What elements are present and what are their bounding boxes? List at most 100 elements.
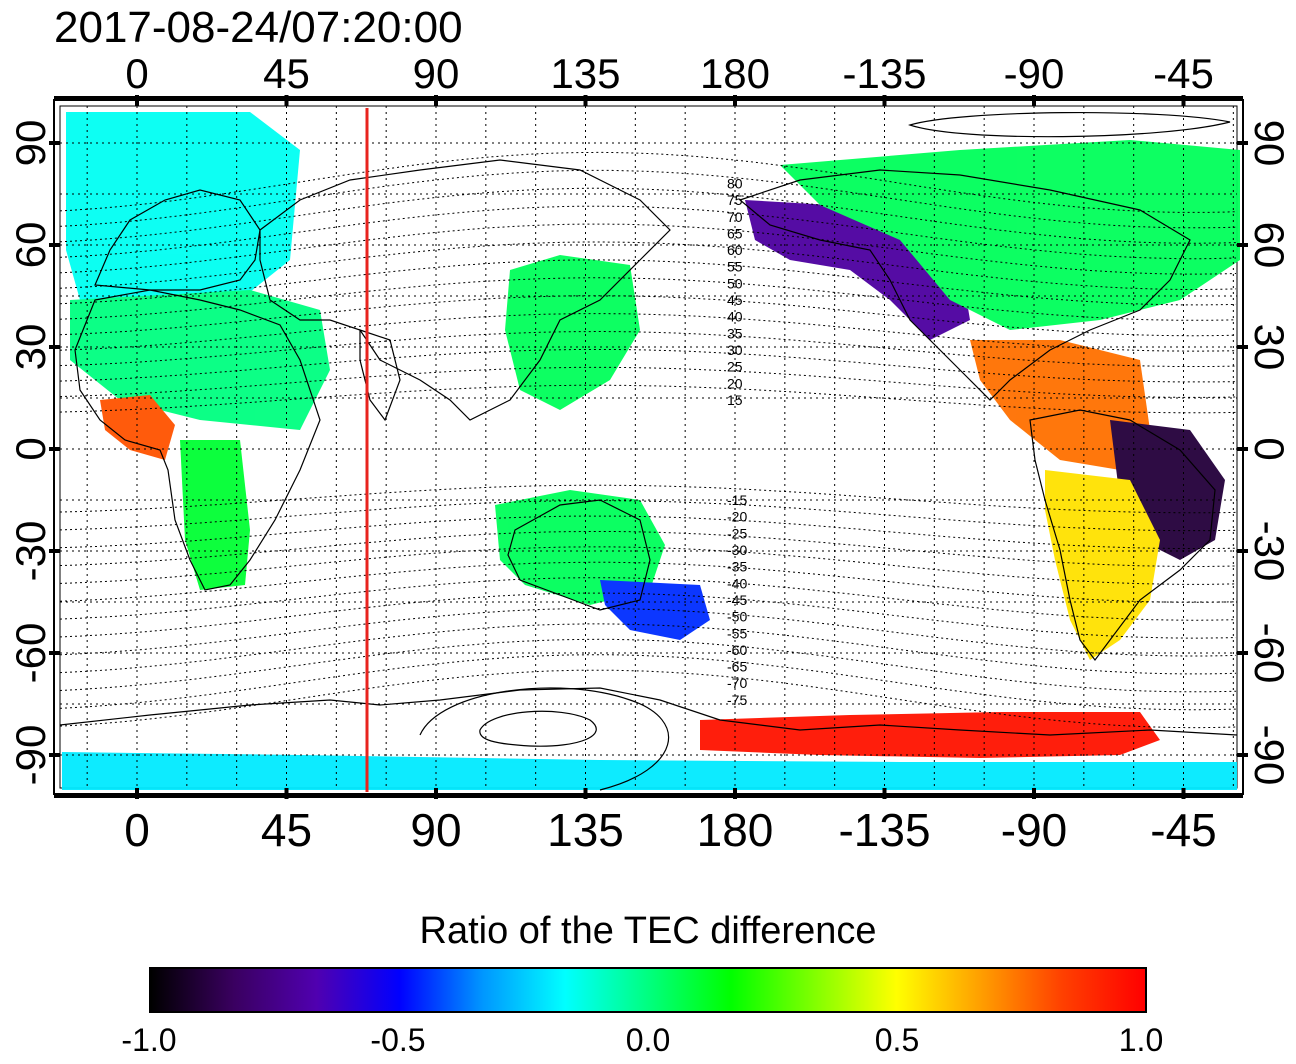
magnetic-latitude-line: [59, 577, 1237, 621]
bottom-longitude-label: 0: [124, 804, 150, 856]
tec-region-west-africa: [100, 395, 175, 460]
frame-tick: [1237, 549, 1248, 553]
magnetic-latitude-label: 35: [727, 325, 743, 341]
frame-tick: [49, 141, 60, 145]
top-longitude-label: -135: [842, 50, 926, 97]
magnetic-latitude-label: 30: [727, 342, 743, 358]
magnetic-latitude-label: 60: [727, 242, 743, 258]
tec-region-central-america: [970, 340, 1150, 470]
bottom-longitude-label: 45: [261, 804, 312, 856]
magnetic-latitude-line: [59, 669, 1237, 729]
bottom-longitude-label: 180: [697, 804, 774, 856]
frame-tick: [1237, 753, 1248, 757]
geographic-grid: [60, 106, 1237, 788]
magnetic-latitude-line: [59, 384, 1237, 414]
frame-ticks: [49, 95, 1248, 799]
right-latitude-label: -30: [1246, 521, 1293, 582]
left-latitude-label: 60: [7, 222, 54, 269]
bottom-longitude-label: -90: [1001, 804, 1067, 856]
magnetic-latitude-line: [59, 223, 1237, 275]
frame-tick: [49, 243, 60, 247]
coast-south-america: [1029, 409, 1216, 661]
coast-africa: [74, 289, 321, 591]
magnetic-latitude-label: -25: [727, 525, 747, 541]
coast-europe: [94, 189, 261, 291]
tec-region-southern-ocean: [62, 752, 1237, 790]
tec-region-eastern-canada: [780, 140, 1240, 330]
colorbar-tick-label: 0.0: [625, 1022, 671, 1058]
frame-edge-bottom: [54, 793, 1243, 798]
top-longitude-label: -45: [1153, 50, 1214, 97]
tec-region-north-africa: [70, 290, 330, 430]
left-latitude-label: -90: [7, 725, 54, 786]
mag-pole-contour-outer: [419, 687, 669, 791]
magnetic-latitude-label: -50: [727, 609, 747, 625]
magnetic-latitude-line: [59, 187, 1237, 244]
left-latitude-labels: 90 60 30 0 -30 -60 -90: [7, 120, 54, 786]
magnetic-latitude-line: [59, 623, 1237, 675]
frame-tick: [1237, 345, 1248, 349]
coast-asia: [259, 159, 671, 421]
colorbar-tick-label: -0.5: [370, 1022, 426, 1058]
frame-tick: [1237, 651, 1248, 655]
magnetic-latitude-label: -20: [727, 509, 747, 525]
frame-tick: [1237, 447, 1248, 451]
colorbar: [149, 967, 1147, 1013]
magnetic-latitude-line: [59, 561, 1237, 603]
magnetic-latitude-line: [59, 500, 1237, 532]
frame-tick: [49, 753, 60, 757]
frame-tick: [1237, 243, 1248, 247]
top-longitude-label: 135: [550, 50, 620, 97]
frame-tick: [1237, 141, 1248, 145]
magnetic-latitude-label: 20: [727, 375, 743, 391]
magnetic-latitude-lines: [59, 151, 1237, 729]
coastlines: [59, 111, 1238, 791]
right-latitude-label: -90: [1246, 725, 1293, 786]
top-longitude-label: 0: [125, 50, 148, 97]
magnetic-latitude-label: -55: [727, 625, 747, 641]
magnetic-latitude-label: -35: [727, 559, 747, 575]
bottom-longitude-label: 90: [410, 804, 461, 856]
magnetic-latitude-line: [59, 349, 1237, 383]
magnetic-latitude-line: [59, 592, 1237, 639]
right-latitude-label: 0: [1246, 437, 1293, 460]
magnetic-latitude-label: -60: [727, 642, 747, 658]
magnetic-latitude-label: 45: [727, 292, 743, 308]
magnetic-latitude-line: [59, 515, 1237, 549]
magnetic-latitude-line: [59, 169, 1237, 229]
top-longitude-labels: 0 45 90 135 180 -135 -90 -45: [125, 50, 1214, 97]
frame-tick: [49, 447, 60, 451]
magnetic-latitude-label: -15: [727, 492, 747, 508]
magnetic-latitude-line: [59, 484, 1237, 514]
frame-tick: [49, 549, 60, 553]
magnetic-latitude-line: [59, 277, 1237, 321]
right-latitude-label: 30: [1246, 324, 1293, 371]
north-pole-contour: [908, 111, 1231, 138]
magnetic-latitude-line: [59, 313, 1237, 352]
right-latitude-label: -60: [1246, 623, 1293, 684]
magnetic-latitude-line: [59, 241, 1237, 290]
bottom-longitude-label: -135: [838, 804, 930, 856]
magnetic-latitude-label: -75: [727, 692, 747, 708]
left-latitude-label: 90: [7, 120, 54, 167]
tec-region-antarctic-peninsula: [700, 712, 1160, 758]
magnetic-latitude-line: [59, 366, 1237, 398]
magnetic-latitude-label: 65: [727, 225, 743, 241]
right-latitude-label: 60: [1246, 222, 1293, 269]
left-latitude-label: 30: [7, 324, 54, 371]
magnetic-latitude-label: 40: [727, 309, 743, 325]
magnetic-latitude-line: [59, 654, 1237, 711]
tec-region-southern-africa: [180, 440, 250, 590]
top-longitude-label: 45: [263, 50, 310, 97]
left-latitude-label: -60: [7, 623, 54, 684]
magnetic-latitude-label: 75: [727, 192, 743, 208]
colorbar-tick-label: 0.5: [874, 1022, 920, 1058]
magnetic-latitude-line: [59, 608, 1237, 657]
left-latitude-label: -30: [7, 521, 54, 582]
bottom-longitude-label: 135: [547, 804, 624, 856]
colorbar-tick-label: -1.0: [121, 1022, 177, 1058]
bottom-longitude-label: -45: [1150, 804, 1216, 856]
magnetic-latitude-label: 15: [727, 392, 743, 408]
